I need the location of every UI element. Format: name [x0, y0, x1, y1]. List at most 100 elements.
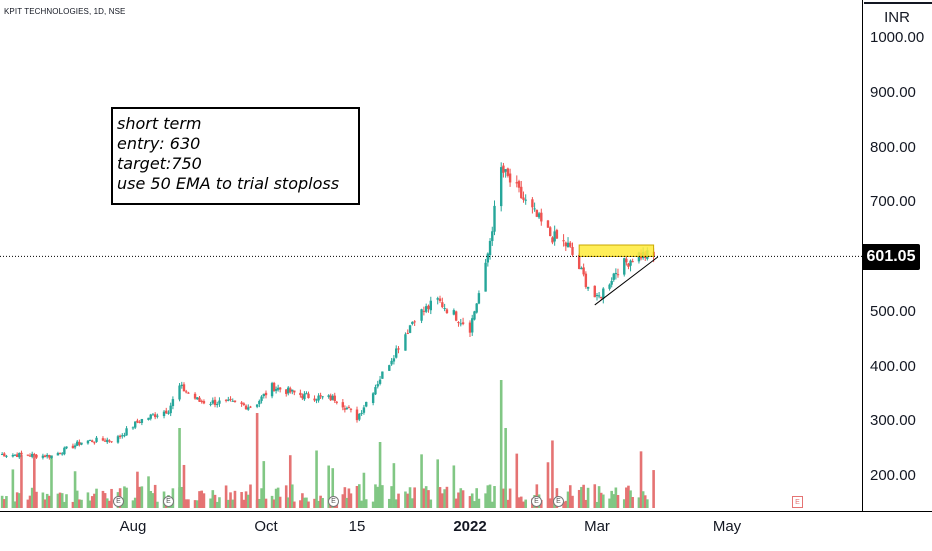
candle	[247, 404, 250, 411]
volume-bar	[608, 498, 611, 508]
time-axis[interactable]	[0, 511, 932, 551]
candle	[454, 310, 458, 322]
candle	[441, 297, 444, 309]
volume-bars	[0, 380, 655, 508]
earnings-marker-icon[interactable]: E	[163, 496, 174, 507]
volume-bar	[45, 493, 49, 508]
earnings-marker-icon[interactable]: E	[531, 496, 542, 507]
candle	[623, 257, 626, 277]
candle	[80, 442, 83, 446]
candle	[278, 386, 282, 393]
candle	[427, 304, 430, 313]
candle	[242, 402, 246, 406]
volume-bar	[26, 499, 30, 508]
chart-area[interactable]: KPIT TECHNOLOGIES, 1D, NSE short term en…	[0, 0, 862, 511]
volume-bar	[317, 500, 320, 508]
candle	[388, 364, 391, 371]
volume-bar	[652, 470, 655, 508]
candle	[165, 407, 168, 414]
candle	[321, 395, 324, 400]
candle	[289, 386, 292, 394]
volume-bar	[48, 495, 51, 508]
candle	[218, 397, 221, 407]
candle	[26, 454, 30, 457]
candle	[276, 384, 280, 392]
volume-bar	[244, 491, 248, 508]
volume-bar	[612, 494, 616, 508]
earnings-marker-icon[interactable]: E	[553, 496, 564, 507]
volume-bar	[522, 501, 525, 508]
candle	[331, 394, 334, 401]
candle	[101, 436, 105, 442]
candle	[291, 389, 294, 395]
volume-bar	[515, 453, 519, 508]
volume-bar	[551, 440, 554, 508]
volume-bar	[582, 484, 585, 508]
note-line: short term	[117, 114, 202, 133]
candle	[569, 241, 572, 248]
candle	[43, 454, 47, 458]
candle	[553, 225, 556, 246]
volume-bar	[233, 490, 237, 508]
candle	[209, 401, 212, 407]
candle	[551, 236, 554, 245]
earnings-marker-icon[interactable]: E	[113, 496, 124, 507]
volume-bar	[631, 497, 634, 508]
candle	[362, 404, 366, 415]
volume-bar	[564, 500, 568, 508]
candle	[293, 390, 296, 396]
volume-bar	[454, 498, 458, 508]
volume-bar	[43, 499, 47, 508]
candle	[564, 241, 568, 251]
volume-bar	[95, 488, 98, 508]
candle	[65, 446, 68, 450]
volume-bar	[11, 469, 15, 508]
candle	[196, 397, 199, 400]
candle	[546, 219, 550, 228]
candle	[63, 446, 66, 456]
volume-bar	[566, 491, 570, 508]
candle	[461, 317, 465, 326]
candle	[123, 432, 126, 438]
candle	[355, 406, 359, 423]
candle	[301, 393, 304, 401]
volume-bar	[345, 497, 349, 508]
volume-bar	[218, 497, 221, 508]
currency-label[interactable]: INR	[884, 8, 910, 26]
volume-bar	[424, 486, 428, 508]
volume-bar	[242, 499, 246, 508]
volume-bar	[506, 499, 510, 508]
price-chart[interactable]	[0, 0, 862, 511]
volume-bar	[394, 499, 398, 508]
candle	[438, 295, 442, 303]
candle	[327, 394, 330, 399]
volume-bar	[406, 493, 410, 508]
candle	[167, 410, 170, 415]
candle	[78, 439, 81, 447]
candle	[18, 452, 21, 459]
volume-bar	[90, 496, 94, 508]
upcoming-earnings-icon[interactable]: E	[792, 496, 803, 508]
candle	[231, 398, 234, 402]
price-tick: 700.00	[870, 193, 916, 210]
volume-bar	[71, 501, 75, 508]
candle	[484, 258, 487, 292]
candle	[506, 167, 510, 178]
volume-bar	[30, 487, 34, 508]
volume-bar	[493, 486, 496, 508]
candle	[360, 410, 363, 416]
volume-bar	[270, 495, 274, 508]
candle	[586, 286, 590, 291]
volume-bar	[477, 498, 481, 508]
volume-bar	[343, 487, 347, 508]
earnings-marker-icon[interactable]: E	[328, 496, 339, 507]
candle	[86, 440, 90, 445]
volume-bar	[28, 495, 32, 508]
candle	[608, 283, 611, 291]
candle	[0, 452, 4, 456]
volume-bar	[616, 495, 620, 508]
volume-bar	[622, 499, 626, 508]
candle	[499, 162, 503, 212]
candle	[171, 396, 175, 410]
candle	[390, 358, 393, 366]
